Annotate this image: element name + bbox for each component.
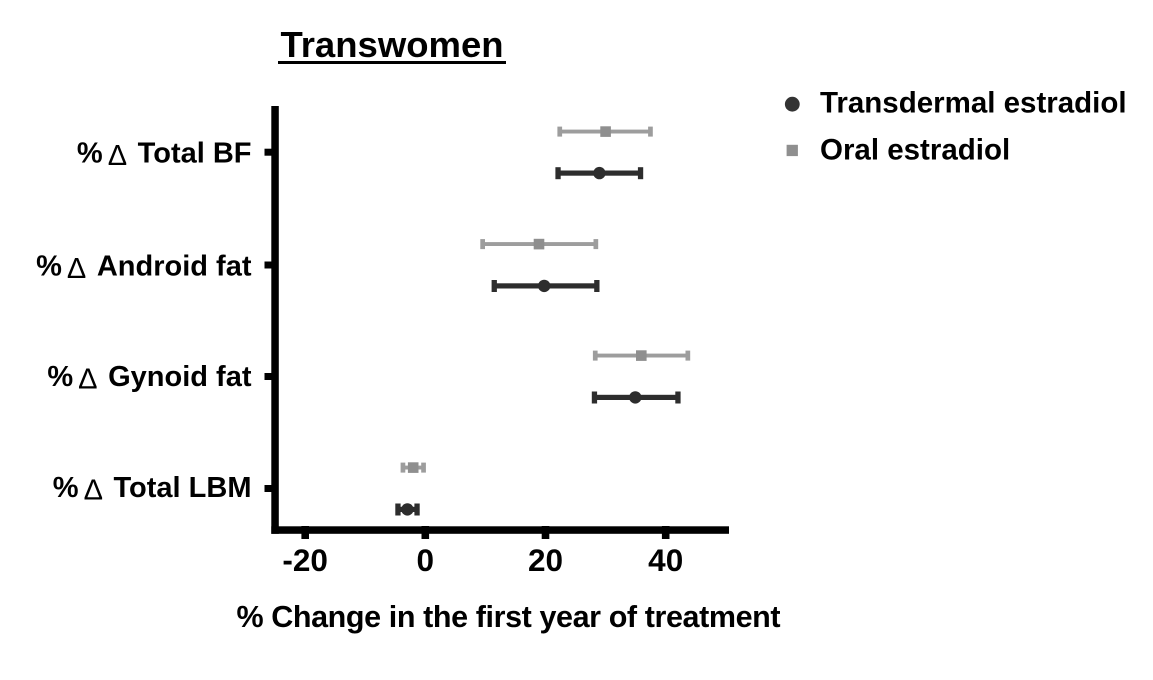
svg-text:% Δ Total BF: % Δ Total BF	[77, 137, 252, 172]
svg-text:40: 40	[648, 542, 683, 578]
svg-text:% Δ Gynoid fat: % Δ Gynoid fat	[47, 361, 252, 396]
svg-text:-20: -20	[282, 542, 328, 578]
svg-text:Transdermal estradiol: Transdermal estradiol	[820, 87, 1127, 120]
svg-text:% Δ Total LBM: % Δ Total LBM	[53, 472, 252, 507]
svg-text:Transwomen: Transwomen	[280, 24, 503, 65]
svg-text:Oral estradiol: Oral estradiol	[820, 134, 1010, 167]
svg-text:0: 0	[417, 542, 435, 578]
svg-text:% Change in the first year of: % Change in the first year of treatment	[236, 600, 780, 634]
svg-text:% Δ Android fat: % Δ Android fat	[36, 251, 252, 286]
svg-text:20: 20	[528, 542, 563, 578]
